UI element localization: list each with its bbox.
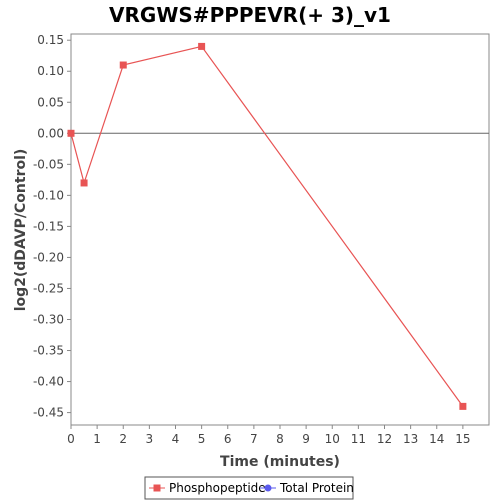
y-tick-label: -0.10 [33, 188, 64, 202]
data-point [67, 129, 75, 137]
x-tick-label: 13 [403, 432, 418, 446]
x-tick-label: 8 [276, 432, 284, 446]
legend-label: Total Protein [279, 481, 354, 495]
y-tick-label: 0.05 [37, 95, 64, 109]
y-tick-label: -0.05 [33, 157, 64, 171]
legend-label: Phosphopeptide [169, 481, 266, 495]
legend-marker [264, 484, 272, 492]
y-tick-label: 0.15 [37, 33, 64, 47]
y-tick-label: -0.30 [33, 312, 64, 326]
x-tick-label: 14 [429, 432, 444, 446]
x-tick-label: 2 [119, 432, 127, 446]
x-tick-label: 10 [325, 432, 340, 446]
x-tick-label: 1 [93, 432, 101, 446]
y-tick-label: 0.00 [37, 126, 64, 140]
data-point [459, 402, 467, 410]
legend [144, 476, 354, 500]
data-point [80, 179, 88, 187]
x-tick-label: 6 [224, 432, 232, 446]
y-tick-label: -0.45 [33, 406, 64, 420]
y-tick-label: -0.35 [33, 344, 64, 358]
legend-marker [153, 484, 161, 492]
data-point [119, 61, 127, 69]
x-tick-label: 5 [198, 432, 206, 446]
y-tick-label: -0.40 [33, 375, 64, 389]
x-tick-label: 15 [455, 432, 470, 446]
x-tick-label: 4 [172, 432, 180, 446]
y-tick-label: -0.20 [33, 250, 64, 264]
x-axis: 0 1 2 3 4 5 6 7 8 9 10 11 12 13 14 15 [67, 425, 471, 446]
x-axis-label: Time (minutes) [220, 454, 340, 470]
x-tick-label: 12 [377, 432, 392, 446]
x-tick-label: 7 [250, 432, 258, 446]
plot-area [70, 33, 490, 426]
y-axis-label: log2(dDAVP/Control) [13, 149, 29, 312]
x-tick-label: 0 [67, 432, 75, 446]
x-tick-label: 9 [302, 432, 310, 446]
y-tick-label: -0.15 [33, 219, 64, 233]
data-point [198, 42, 206, 50]
x-tick-label: 3 [146, 432, 154, 446]
x-tick-label: 11 [351, 432, 366, 446]
y-tick-label: -0.25 [33, 281, 64, 295]
y-tick-label: 0.10 [37, 64, 64, 78]
series-layer [67, 42, 467, 410]
chart-title: VRGWS#PPPEVR(+ 3)_v1 [109, 3, 391, 27]
legend-items: Phosphopeptide Total Protein [149, 481, 354, 495]
y-axis: 0.15 0.10 0.05 0.00 -0.05 -0.10 -0.15 -0.20 -0.2… [33, 33, 71, 420]
